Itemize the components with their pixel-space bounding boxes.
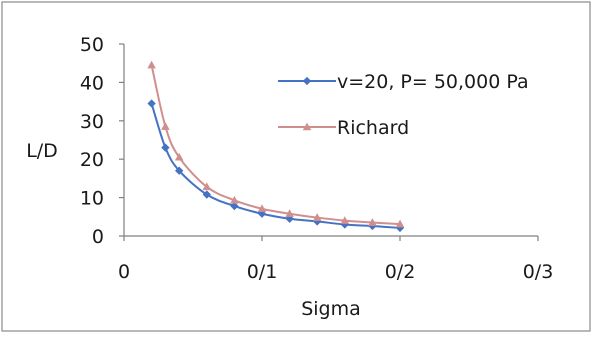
series-2	[147, 60, 405, 228]
series-layer	[147, 60, 405, 233]
data-point	[175, 166, 184, 175]
y-tick-label: 40	[80, 72, 104, 94]
data-point	[340, 216, 350, 224]
x-tick-label: 0/3	[523, 261, 554, 283]
data-point	[302, 76, 312, 86]
x-tick-label: 0/1	[247, 261, 278, 283]
data-point	[312, 213, 322, 221]
legend-item: Richard	[278, 117, 409, 139]
y-tick-label: 0	[92, 226, 104, 248]
x-tick-label: 0	[118, 261, 130, 283]
data-point	[147, 60, 156, 69]
legend-label: v=20, P= 50,000 Pa	[337, 71, 529, 93]
y-tick-label: 50	[80, 34, 104, 56]
data-point	[202, 190, 211, 199]
data-point	[202, 182, 212, 191]
data-point	[174, 152, 184, 161]
legend: v=20, P= 50,000 Pa Richard	[278, 71, 529, 139]
y-tick-label: 30	[80, 111, 104, 133]
data-point	[147, 99, 156, 108]
chart-frame	[1, 1, 591, 332]
y-tick-label: 10	[80, 188, 104, 210]
y-tick-label: 20	[80, 149, 104, 171]
data-point	[395, 219, 405, 228]
data-point	[161, 143, 170, 152]
x-tick-label: 0/2	[385, 261, 416, 283]
axes: 0 10 20 30 40 50 0 0/1 0/2 0/3	[80, 34, 553, 283]
data-point	[302, 122, 312, 131]
data-point	[230, 201, 239, 211]
data-point	[161, 122, 170, 130]
series-1	[147, 99, 405, 233]
data-point	[285, 209, 294, 218]
legend-label: Richard	[337, 117, 409, 139]
data-point	[285, 214, 294, 223]
data-point	[368, 218, 377, 226]
legend-item: v=20, P= 50,000 Pa	[278, 71, 529, 93]
data-point	[257, 204, 267, 213]
y-axis-title: L/D	[26, 140, 58, 162]
data-point	[230, 195, 239, 204]
x-axis-title: Sigma	[301, 298, 361, 320]
